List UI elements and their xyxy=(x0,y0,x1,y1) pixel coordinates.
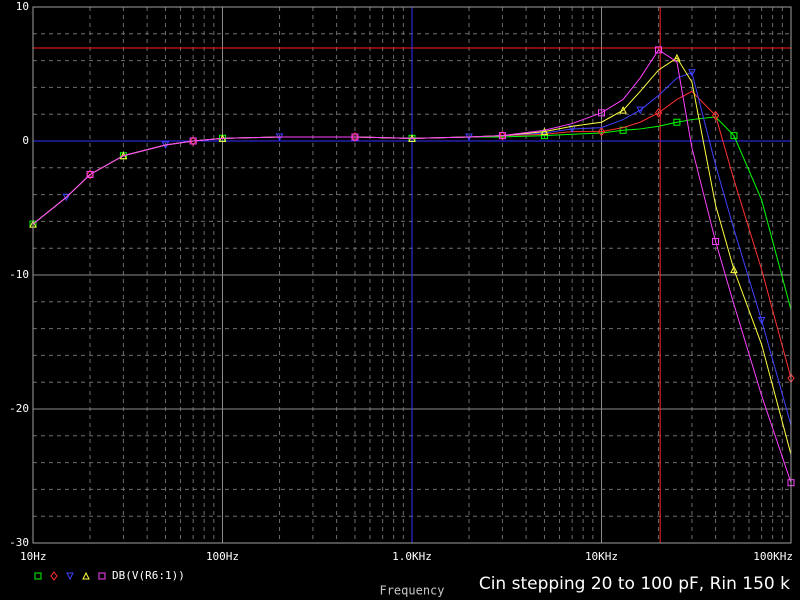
marker xyxy=(636,106,644,115)
legend-label: DB(V(R6:1)) xyxy=(112,569,185,582)
marker xyxy=(597,126,606,137)
marker xyxy=(62,193,71,202)
marker xyxy=(351,133,359,141)
marker xyxy=(34,572,42,580)
marker xyxy=(86,171,94,178)
trace-line xyxy=(32,49,792,483)
marker xyxy=(712,238,720,245)
marker xyxy=(98,572,106,580)
y-tick-label: -30 xyxy=(9,536,29,549)
marker xyxy=(50,571,58,581)
x-tick-label: 10Hz xyxy=(20,550,47,563)
marker xyxy=(730,265,738,274)
marker xyxy=(66,572,74,581)
marker xyxy=(498,132,506,140)
x-tick-label: 100KHz xyxy=(753,550,793,563)
marker xyxy=(189,137,197,145)
chart-title: Cin stepping 20 to 100 pF, Rin 150 k xyxy=(479,574,790,594)
marker xyxy=(673,118,681,126)
marker xyxy=(619,106,627,114)
marker xyxy=(673,53,681,62)
labels: 10Hz 100Hz 1.0KHz 10KHz 100KHz -30 -20 -10 0 10 xyxy=(9,0,793,563)
y-tick-label: -20 xyxy=(9,402,29,415)
marker xyxy=(655,46,663,54)
marker xyxy=(351,132,359,142)
marker xyxy=(730,132,738,140)
marker xyxy=(711,110,720,121)
x-tick-label: 10KHz xyxy=(585,550,618,563)
y-tick-label: 0 xyxy=(22,134,29,147)
plot-frame xyxy=(32,6,792,544)
marker xyxy=(757,317,766,325)
marker xyxy=(598,109,605,117)
y-tick-label: -10 xyxy=(9,268,29,281)
x-tick-label: 1.0KHz xyxy=(392,550,432,563)
x-axis-label: Frequency xyxy=(379,584,444,598)
marker xyxy=(688,69,696,77)
x-tick-label: 100Hz xyxy=(206,550,239,563)
marker xyxy=(540,127,549,136)
marker xyxy=(654,108,663,118)
legend: DB(V(R6:1)) xyxy=(34,569,185,582)
marker xyxy=(189,136,197,146)
marker xyxy=(82,571,90,580)
y-tick-label: 10 xyxy=(16,0,29,13)
marker xyxy=(498,130,507,141)
traces xyxy=(29,46,795,487)
